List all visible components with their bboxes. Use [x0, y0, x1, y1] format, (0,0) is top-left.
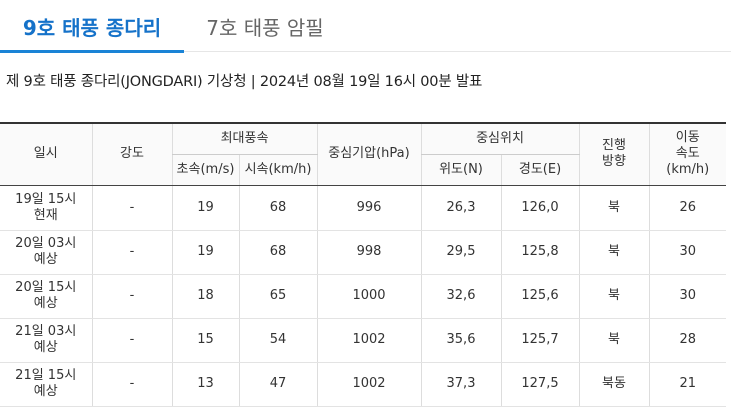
wind-kmh-cell: 47	[238, 362, 317, 407]
lon-cell: 125,7	[500, 318, 579, 363]
header-speed-line3: (km/h)	[666, 162, 710, 178]
lon-cell: 125,8	[500, 230, 579, 275]
header-time: 일시	[0, 122, 92, 186]
lon-cell: 127,5	[500, 362, 579, 407]
table-row: 21일 15시 예상 - 13 47 1002 37,3 127,5 북동 21	[0, 362, 726, 407]
direction-cell: 북	[578, 230, 649, 275]
time-label: 21일 15시	[15, 368, 77, 383]
lon-cell: 126,0	[500, 185, 579, 231]
header-speed-line2: 속도	[675, 146, 700, 162]
wind-kmh-cell: 68	[238, 230, 317, 275]
speed-cell: 21	[648, 362, 726, 407]
lat-cell: 29,5	[420, 230, 501, 275]
bulletin-title: 제 9호 태풍 종다리(JONGDARI) 기상청 | 2024년 08월 19…	[6, 74, 483, 90]
header-direction-line2: 방향	[602, 154, 626, 170]
time-cell: 20일 15시 예상	[0, 274, 92, 319]
forecast-type-label: 예상	[33, 252, 58, 267]
table-row: 20일 15시 예상 - 18 65 1000 32,6 125,6 북 30	[0, 274, 726, 319]
forecast-type-label: 예상	[33, 384, 58, 399]
table-row: 21일 03시 예상 - 15 54 1002 35,6 125,7 북 28	[0, 318, 726, 363]
pressure-cell: 1000	[316, 274, 421, 319]
wind-kmh-cell: 65	[238, 274, 317, 319]
intensity-cell: -	[91, 230, 172, 275]
tab-typhoon-ampil[interactable]: 7호 태풍 암필	[206, 15, 324, 40]
typhoon-tabs: 9호 태풍 종다리 7호 태풍 암필	[0, 0, 731, 53]
forecast-type-label: 예상	[33, 296, 58, 311]
header-lon: 경도(E)	[500, 154, 579, 186]
intensity-cell: -	[91, 274, 172, 319]
time-label: 21일 03시	[15, 324, 77, 339]
time-cell: 21일 15시 예상	[0, 362, 92, 407]
speed-cell: 30	[648, 274, 726, 319]
time-cell: 19일 15시 현재	[0, 185, 92, 231]
header-direction-line1: 진행	[602, 138, 626, 154]
forecast-type-label: 예상	[33, 340, 58, 355]
table-row: 19일 15시 현재 - 19 68 996 26,3 126,0 북 26	[0, 185, 726, 231]
intensity-cell: -	[91, 185, 172, 231]
intensity-cell: -	[91, 362, 172, 407]
time-label: 20일 15시	[15, 280, 77, 295]
wind-ms-cell: 19	[171, 185, 239, 231]
time-cell: 20일 03시 예상	[0, 230, 92, 275]
header-position: 중심위치	[420, 122, 579, 155]
header-speed-line1: 이동	[675, 130, 700, 146]
header-wind-kmh: 시속(km/h)	[238, 154, 317, 186]
lat-cell: 35,6	[420, 318, 501, 363]
lat-cell: 37,3	[420, 362, 501, 407]
speed-cell: 30	[648, 230, 726, 275]
direction-cell: 북	[578, 274, 649, 319]
header-direction: 진행 방향	[578, 122, 649, 186]
intensity-cell: -	[91, 318, 172, 363]
lat-cell: 26,3	[420, 185, 501, 231]
pressure-cell: 996	[316, 185, 421, 231]
header-speed: 이동 속도 (km/h)	[648, 122, 726, 186]
time-cell: 21일 03시 예상	[0, 318, 92, 363]
wind-kmh-cell: 54	[238, 318, 317, 363]
direction-cell: 북동	[578, 362, 649, 407]
typhoon-forecast-table-container: 일시 강도 최대풍속 중심기압(hPa) 중심위치 진행 방향 이동 속도 (k…	[0, 122, 731, 409]
pressure-cell: 1002	[316, 318, 421, 363]
lat-cell: 32,6	[420, 274, 501, 319]
pressure-cell: 1002	[316, 362, 421, 407]
forecast-type-label: 현재	[33, 207, 58, 223]
wind-ms-cell: 15	[171, 318, 239, 363]
lon-cell: 125,6	[500, 274, 579, 319]
header-lat: 위도(N)	[420, 154, 501, 186]
wind-ms-cell: 13	[171, 362, 239, 407]
time-label: 19일 15시	[15, 191, 77, 207]
speed-cell: 28	[648, 318, 726, 363]
time-label: 20일 03시	[15, 236, 77, 251]
wind-ms-cell: 18	[171, 274, 239, 319]
direction-cell: 북	[578, 318, 649, 363]
speed-cell: 26	[648, 185, 726, 231]
wind-ms-cell: 19	[171, 230, 239, 275]
header-max-wind: 최대풍속	[171, 122, 317, 155]
table-row: 20일 03시 예상 - 19 68 998 29,5 125,8 북 30	[0, 230, 726, 275]
typhoon-forecast-table: 일시 강도 최대풍속 중심기압(hPa) 중심위치 진행 방향 이동 속도 (k…	[0, 122, 726, 407]
tab-typhoon-jongdari[interactable]: 9호 태풍 종다리	[0, 0, 184, 53]
pressure-cell: 998	[316, 230, 421, 275]
header-wind-ms: 초속(m/s)	[171, 154, 239, 186]
header-pressure: 중심기압(hPa)	[316, 122, 421, 186]
wind-kmh-cell: 68	[238, 185, 317, 231]
direction-cell: 북	[578, 185, 649, 231]
header-intensity: 강도	[91, 122, 172, 186]
